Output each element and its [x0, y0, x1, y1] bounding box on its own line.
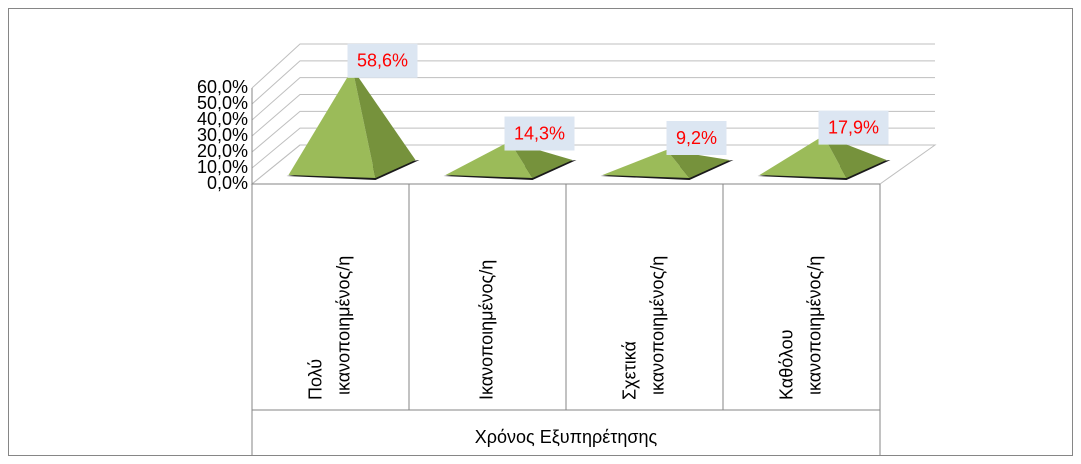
data-label: 9,2%	[676, 128, 717, 148]
pyramid-face	[602, 149, 690, 178]
pyramid-face	[759, 135, 847, 178]
pyramid	[757, 135, 891, 180]
x-tick-label: Ικανοποιημένος/η	[476, 260, 496, 400]
pyramid-face	[666, 149, 730, 178]
data-label: 17,9%	[828, 117, 879, 137]
y-tick-label: 20,0%	[197, 141, 248, 161]
pyramid	[443, 141, 577, 180]
x-tick-label-line: Καθόλου	[776, 330, 796, 400]
x-tick-label-line: ικανοποιημένος/η	[333, 256, 353, 400]
y-tick-label: 10,0%	[197, 157, 248, 177]
pyramid	[600, 149, 734, 180]
data-label: 58,6%	[357, 51, 408, 71]
pyramid-face	[509, 141, 573, 178]
grid-line	[251, 77, 935, 121]
x-group-label: Χρόνος Εξυπηρέτησης	[475, 427, 658, 447]
grid-line	[251, 110, 935, 153]
x-tick-label-line: Ικανοποιημένος/η	[476, 260, 496, 400]
grid-line	[251, 60, 935, 105]
x-tick-label: Καθόλου ικανοποιημένος/η	[776, 256, 824, 400]
data-label-box	[818, 110, 889, 145]
y-tick-label: 40,0%	[197, 109, 248, 129]
x-tick-label-line: Πολύ	[305, 359, 325, 400]
x-tick-label-line: ικανοποιημένος/η	[647, 256, 667, 400]
chart-border	[8, 8, 1073, 456]
y-tick-label: 30,0%	[197, 125, 248, 145]
data-label-box	[347, 43, 418, 78]
grid-line	[251, 43, 935, 89]
x-tick-label-line: ικανοποιημένος/η	[804, 256, 824, 400]
pyramid-face	[288, 68, 376, 178]
y-tick-label: 50,0%	[197, 93, 248, 113]
data-label-box	[666, 121, 727, 155]
x-tick-label: Πολύ ικανοποιημένος/η	[305, 256, 353, 400]
data-label: 14,3%	[514, 123, 565, 143]
x-tick-label-line: Σχετικά	[619, 341, 639, 400]
data-label-box	[504, 116, 575, 151]
pyramid-face	[445, 141, 533, 178]
y-tick-label: 0,0%	[207, 173, 248, 193]
x-tick-label: Σχετικά ικανοποιημένος/η	[619, 256, 667, 400]
pyramid	[286, 68, 420, 180]
pyramid-face	[823, 135, 887, 178]
grid-line	[251, 94, 935, 137]
y-tick-label: 60,0%	[197, 77, 248, 97]
pyramid-face	[352, 68, 416, 178]
